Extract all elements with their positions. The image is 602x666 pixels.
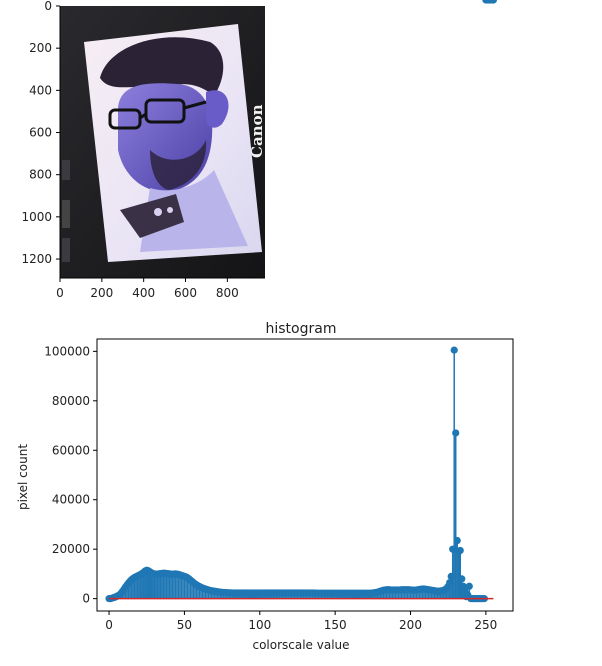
stem-marker — [447, 572, 455, 580]
stem-marker — [450, 346, 458, 354]
image-axes: 0 200 400 600 800 0 200 400 600 800 1000 1200 — [21, 0, 265, 300]
y-tick-label: 100000 — [44, 344, 90, 358]
stem-markers — [105, 0, 498, 603]
x-axis: 0 50 100 150 200 250 — [105, 611, 497, 632]
y-tick-label: 80000 — [52, 394, 90, 408]
image-y-tick-label: 200 — [29, 41, 52, 55]
image-y-tick-label: 600 — [29, 126, 52, 140]
stem-lines — [111, 350, 471, 599]
image-y-tick-label: 400 — [29, 83, 52, 97]
x-tick-label: 100 — [248, 618, 271, 632]
y-axis-label: pixel count — [16, 444, 30, 510]
x-tick-label: 250 — [474, 618, 497, 632]
plot-frame — [96, 338, 514, 612]
camera-brand-text: Canon — [248, 104, 266, 158]
x-tick-label: 50 — [177, 618, 192, 632]
stem-marker — [446, 578, 454, 587]
image-x-tick-label: 400 — [132, 286, 155, 300]
y-tick-label: 40000 — [52, 493, 90, 507]
plot-area — [105, 0, 498, 603]
histogram-chart: histogram 0 50 100 150 200 250 02000040000600… — [16, 0, 514, 652]
chart-title: histogram — [266, 321, 337, 337]
stem-marker — [452, 429, 460, 437]
image-panel: Canon 0 200 400 600 800 0 200 400 600 800 1000 120… — [21, 0, 266, 300]
image-y-tick-label: 0 — [44, 0, 52, 13]
y-tick-label: 0 — [82, 592, 90, 606]
x-tick-label: 150 — [324, 618, 347, 632]
stem-marker — [453, 536, 461, 545]
stem-marker — [489, 0, 498, 4]
x-tick-label: 200 — [399, 618, 422, 632]
image-x-tick-label: 600 — [174, 286, 197, 300]
image-y-tick-label: 800 — [29, 168, 52, 182]
image-x-tick-label: 200 — [90, 286, 113, 300]
y-axis: 0 20000 40000 60000 80000 100000 — [44, 344, 97, 606]
stem-marker — [458, 575, 466, 583]
y-tick-label: 20000 — [52, 542, 90, 556]
y-tick-label: 60000 — [52, 443, 90, 457]
camera-photo: Canon — [60, 6, 266, 278]
image-y-tick-label: 1200 — [21, 252, 52, 266]
image-x-tick-label: 0 — [56, 286, 64, 300]
stem-marker — [465, 582, 473, 590]
image-y-tick-label: 1000 — [21, 210, 52, 224]
stem-marker — [449, 545, 457, 553]
stem-marker — [456, 546, 464, 555]
image-x-tick-label: 800 — [216, 286, 239, 300]
x-tick-label: 0 — [105, 618, 113, 632]
x-axis-label: colorscale value — [252, 638, 349, 652]
